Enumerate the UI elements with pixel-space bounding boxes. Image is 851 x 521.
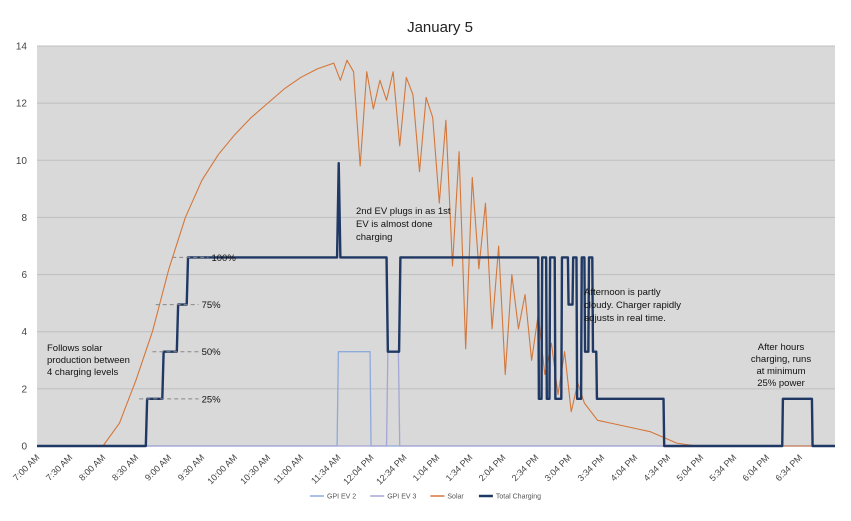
x-tick-label: 6:04 PM: [741, 452, 772, 483]
svg-text:cloudy. Charger rapidly: cloudy. Charger rapidly: [584, 300, 681, 311]
svg-text:25% power: 25% power: [757, 378, 805, 389]
annotation-line: 4 charging levels: [47, 367, 119, 378]
annotation-line: 2nd EV plugs in as 1st: [356, 206, 451, 217]
annotation-line: production between: [47, 355, 130, 366]
series-solar: [37, 59, 835, 447]
legend-entry: Solar: [447, 494, 464, 501]
y-tick-label: 8: [21, 213, 27, 224]
series-group: [37, 59, 835, 448]
x-tick-label: 9:30 AM: [176, 452, 206, 482]
annotation-line: EV is almost done: [356, 219, 433, 230]
annotation-follows-solar: Follows solar production between 4 charg…: [47, 343, 130, 378]
x-tick-label: 10:00 AM: [205, 452, 239, 486]
level-label: 75%: [202, 300, 222, 311]
plot-area: [37, 46, 835, 446]
svg-text:adjusts in real time.: adjusts in real time.: [584, 313, 666, 324]
y-tick-label: 2: [21, 384, 27, 395]
x-tick-label: 7:00 AM: [11, 452, 41, 482]
x-tick-label: 10:30 AM: [238, 452, 272, 486]
annotation-line: cloudy. Charger rapidly: [584, 300, 681, 311]
x-tick-label: 5:34 PM: [708, 452, 739, 483]
x-tick-label: 2:04 PM: [477, 452, 508, 483]
x-tick-label: 3:34 PM: [576, 452, 607, 483]
svg-text:Afternoon is partly: Afternoon is partly: [584, 287, 661, 298]
svg-text:4 charging levels: 4 charging levels: [47, 367, 119, 378]
x-tick-label: 8:00 AM: [77, 452, 107, 482]
x-tick-label: 12:04 PM: [341, 452, 375, 486]
annotation-line: adjusts in real time.: [584, 313, 666, 324]
x-tick-label: 6:34 PM: [773, 452, 804, 483]
annotation-line: charging: [356, 232, 392, 243]
x-tick-label: 1:34 PM: [444, 452, 475, 483]
x-tick-label: 4:34 PM: [642, 452, 673, 483]
x-tick-label: 5:04 PM: [675, 452, 706, 483]
svg-text:EV is almost done: EV is almost done: [356, 219, 433, 230]
annotation-line: at minimum: [756, 366, 805, 377]
y-tick-label: 6: [21, 270, 27, 281]
annotation-after-hours: After hours charging, runs at minimum 25…: [751, 342, 811, 389]
legend-entry: GPI EV 3: [387, 494, 416, 501]
charging-level-guides: 100% 75% 50% 25%: [139, 253, 236, 405]
x-tick-label: 4:04 PM: [609, 452, 640, 483]
level-label: 25%: [202, 394, 222, 405]
annotation-line: Follows solar: [47, 343, 102, 354]
x-tick-label: 3:04 PM: [543, 452, 574, 483]
x-axis: 7:00 AM 7:30 AM 8:00 AM 8:30 AM 9:00 AM 9:30 …: [11, 452, 804, 486]
y-tick-label: 14: [16, 42, 28, 53]
annotation-second-ev: 2nd EV plugs in as 1st EV is almost done…: [356, 206, 451, 243]
svg-text:at minimum: at minimum: [756, 366, 805, 377]
series-total-charging: [37, 161, 835, 448]
svg-text:After hours: After hours: [758, 342, 805, 353]
svg-text:charging: charging: [356, 232, 392, 243]
annotation-line: Afternoon is partly: [584, 287, 661, 298]
x-tick-label: 9:00 AM: [143, 452, 173, 482]
legend-entry: GPI EV 2: [327, 494, 356, 501]
svg-text:charging, runs: charging, runs: [751, 354, 811, 365]
legend: GPI EV 2 GPI EV 3 Solar Total Charging: [310, 494, 541, 501]
y-tick-label: 10: [16, 156, 28, 167]
y-tick-label: 4: [21, 327, 27, 338]
svg-text:production between: production between: [47, 355, 130, 366]
annotation-line: After hours: [758, 342, 805, 353]
chart-title: January 5: [407, 19, 473, 36]
y-axis: 0 2 4 6 8 10 12 14: [16, 42, 28, 453]
x-tick-label: 8:30 AM: [110, 452, 140, 482]
x-tick-label: 11:34 AM: [309, 452, 342, 485]
svg-text:Follows solar: Follows solar: [47, 343, 102, 354]
x-tick-label: 7:30 AM: [44, 452, 74, 482]
annotation-line: charging, runs: [751, 354, 811, 365]
y-tick-label: 0: [21, 442, 27, 453]
annotation-afternoon-cloudy: Afternoon is partly cloudy. Charger rapi…: [584, 287, 681, 324]
level-label: 100%: [211, 253, 236, 264]
level-label: 50%: [202, 347, 222, 358]
y-tick-label: 12: [16, 99, 28, 110]
svg-text:2nd EV plugs in as 1st: 2nd EV plugs in as 1st: [356, 206, 451, 217]
legend-entry: Total Charging: [496, 494, 541, 501]
x-tick-label: 11:00 AM: [272, 452, 305, 485]
annotation-line: 25% power: [757, 378, 805, 389]
x-tick-label: 12:34 PM: [374, 452, 408, 486]
x-tick-label: 2:34 PM: [510, 452, 541, 483]
x-tick-label: 1:04 PM: [411, 452, 442, 483]
